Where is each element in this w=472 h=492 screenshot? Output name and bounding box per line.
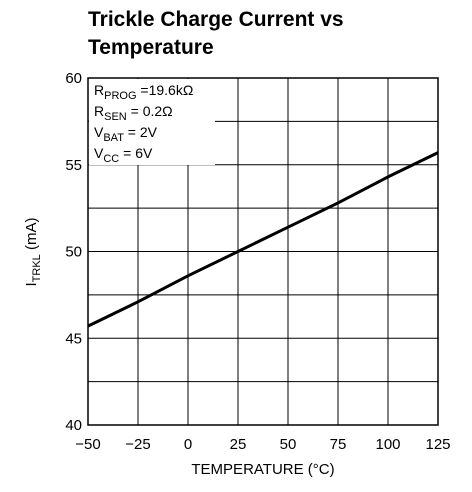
annotation: RPROG =19.6kΩ [94,82,193,102]
annotation-sub: CC [103,153,119,165]
chart-title: Trickle Charge Current vs [88,8,344,31]
annotation-main: R [94,82,104,98]
annotation-rest: =19.6kΩ [137,82,194,98]
x-tick-label: 0 [184,436,192,453]
annotation-box [89,79,215,165]
y-tick-label: 55 [65,157,82,174]
plot-frame [87,77,439,426]
annotation: VBAT = 2V [94,124,158,144]
annotation-sub: SEN [104,111,127,123]
y-label-sub: TRKL [31,254,43,282]
y-tick-label: 45 [65,330,82,347]
annotation-sub: BAT [103,132,124,144]
y-label-main: I [23,282,40,286]
annotation-sub: PROG [104,90,136,102]
y-tick-label: 40 [65,417,82,434]
x-tick-label: 125 [425,436,450,453]
annotation-rest: = 2V [124,124,158,140]
x-tick-label: −25 [125,436,150,453]
x-tick-label: 50 [280,436,297,453]
y-axis-label: ITRKL (mA) [23,218,43,287]
x-axis-label: TEMPERATURE (°C) [191,461,334,478]
annotation-rest: = 0.2Ω [127,103,173,119]
annotation: RSEN = 0.2Ω [94,103,173,123]
x-tick-label: 75 [330,436,347,453]
annotation-rest: = 6V [119,145,153,161]
y-tick-label: 50 [65,244,82,261]
x-tick-label: 25 [230,436,247,453]
y-label-rest: (mA) [23,218,40,255]
y-tick-label: 60 [65,70,82,87]
chart-title: Temperature [88,36,214,59]
data-line [87,151,439,328]
annotation-main: V [94,145,104,161]
annotation: VCC = 6V [94,145,153,165]
x-tick-label: 100 [375,436,400,453]
annotation-main: V [94,124,104,140]
x-tick-label: −50 [75,436,100,453]
annotation-main: R [94,103,104,119]
